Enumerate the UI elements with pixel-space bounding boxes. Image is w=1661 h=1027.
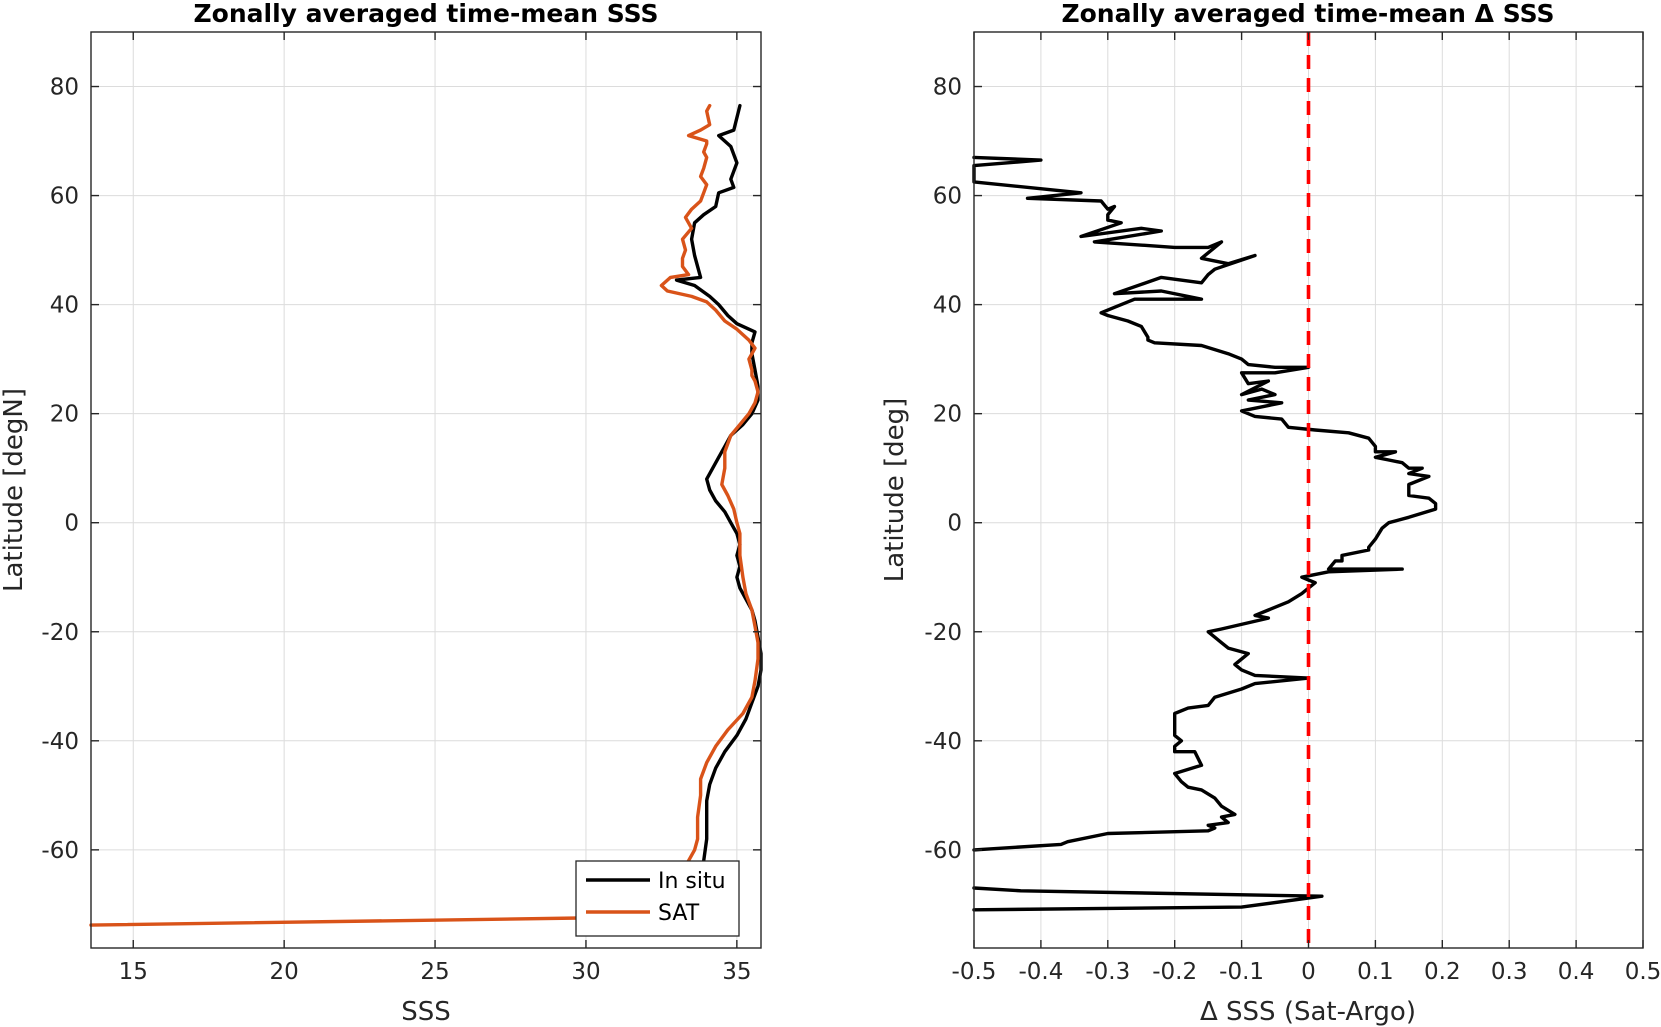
- x-tick-label: 15: [119, 959, 148, 985]
- legend-label-in-situ: In situ: [658, 869, 726, 894]
- y-tick-label: 40: [933, 293, 962, 319]
- y-tick-label: -40: [41, 729, 79, 755]
- x-tick-label: -0.5: [952, 959, 997, 985]
- x-tick-label: 20: [270, 959, 299, 985]
- ticks-sss: 15 20 25 30 35 -60 -40 -20 0 20 40 60 80: [41, 32, 761, 985]
- y-tick-label: -60: [924, 838, 962, 864]
- x-tick-label: 0.4: [1558, 959, 1595, 985]
- legend-label-sat: SAT: [658, 901, 700, 926]
- y-tick-label: 80: [933, 75, 962, 101]
- x-tick-label: 30: [571, 959, 600, 985]
- grid-sss: [91, 32, 761, 948]
- x-tick-label: 0: [1301, 959, 1316, 985]
- series-line-sat: [89, 103, 760, 927]
- x-tick-label: -0.4: [1018, 959, 1063, 985]
- y-tick-label: -20: [924, 620, 962, 646]
- x-tick-label: -0.2: [1152, 959, 1197, 985]
- panel-delta-sss: -0.5 -0.4 -0.3 -0.2 -0.1 0 0.1 0.2 0.3 0.4 0.5 -60 -…: [880, 0, 1661, 1027]
- plot-area-sss: [91, 32, 761, 948]
- series-lines-sss: [89, 103, 763, 927]
- chart-title-sss: Zonally averaged time-mean SSS: [194, 0, 659, 28]
- axes-box-sss: [90, 31, 762, 949]
- legend: In situ SAT: [575, 860, 740, 937]
- y-tick-label: 40: [50, 293, 79, 319]
- x-tick-label: 0.3: [1491, 959, 1528, 985]
- series-line-in-situ: [674, 103, 763, 874]
- chart-title-delta-sss: Zonally averaged time-mean Δ SSS: [1062, 0, 1555, 28]
- legend-box: [575, 860, 740, 937]
- y-tick-label: 20: [933, 402, 962, 428]
- x-tick-label: -0.1: [1219, 959, 1264, 985]
- x-tick-label: -0.3: [1085, 959, 1130, 985]
- x-tick-label: 0.2: [1424, 959, 1461, 985]
- x-tick-label: 0.1: [1357, 959, 1394, 985]
- y-tick-label: 0: [64, 511, 79, 537]
- x-tick-label: 25: [420, 959, 449, 985]
- x-axis-label-sss: SSS: [401, 997, 451, 1027]
- y-tick-label: -60: [41, 838, 79, 864]
- series-line-delta-sss-1: [972, 155, 1438, 852]
- y-tick-label: 20: [50, 402, 79, 428]
- y-tick-label: -20: [41, 620, 79, 646]
- x-tick-label: 0.5: [1625, 959, 1661, 985]
- series-line-delta-sss-2: [972, 886, 1324, 912]
- y-axis-label-sss: Latitude [degN]: [0, 388, 29, 592]
- y-tick-label: -40: [924, 729, 962, 755]
- y-axis-label-delta-sss: Latitude [deg]: [880, 398, 910, 583]
- y-tick-label: 60: [933, 184, 962, 210]
- y-tick-label: 0: [947, 511, 962, 537]
- x-tick-label: 35: [722, 959, 751, 985]
- series-lines-delta-sss: [972, 32, 1438, 948]
- ticks-delta-sss: -0.5 -0.4 -0.3 -0.2 -0.1 0 0.1 0.2 0.3 0.4 0.5 -60 -…: [924, 32, 1661, 985]
- y-tick-label: 80: [50, 75, 79, 101]
- x-axis-label-delta-sss: Δ SSS (Sat-Argo): [1200, 997, 1416, 1027]
- y-tick-label: 60: [50, 184, 79, 210]
- panel-sss: 15 20 25 30 35 -60 -40 -20 0 20 40 60 80 Zonally ave…: [0, 0, 763, 1027]
